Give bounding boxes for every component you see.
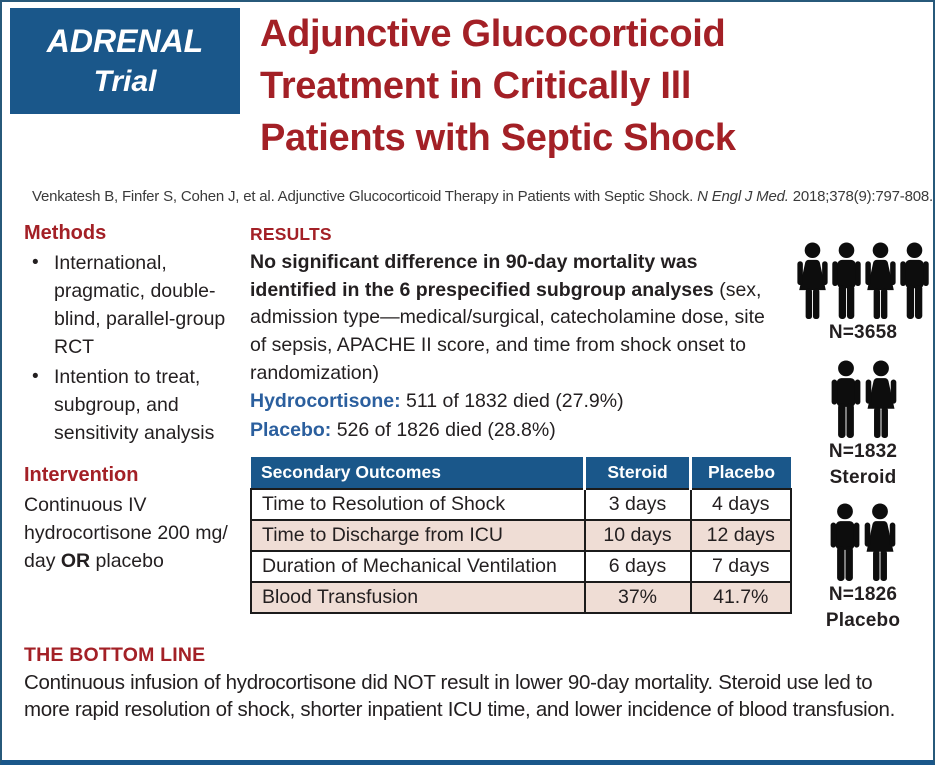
- placebo-group-icons: [828, 503, 897, 582]
- steroid-cell: 6 days: [583, 549, 692, 583]
- citation-authors: Venkatesh B, Finfer S, Cohen J, et al. A…: [32, 188, 698, 205]
- placebo-group: N=1826 Placebo: [826, 503, 900, 633]
- outcome-cell: Duration of Mechanical Ventilation: [250, 549, 586, 583]
- placebo-cell: 4 days: [689, 487, 792, 521]
- intervention-text: Continuous IV hydrocortisone 200 mg/ day…: [24, 491, 236, 575]
- title-line-2: Treatment in Critically Ill: [260, 65, 692, 108]
- results-heading: RESULTS: [250, 224, 332, 244]
- person-female-icon: [864, 242, 896, 319]
- hydrocortisone-value: 511 of 1832 died (27.9%): [400, 390, 624, 413]
- header-steroid: Steroid: [583, 456, 691, 489]
- steroid-cell: 10 days: [583, 518, 692, 552]
- steroid-n-label: N=1832: [828, 440, 898, 462]
- results-subgroup-detail: (sex, admission type—medical/surgical, c…: [250, 278, 765, 384]
- person-female-icon: [865, 360, 896, 438]
- placebo-n-label: N=1826: [828, 584, 898, 606]
- placebo-group-label: Placebo: [825, 610, 901, 632]
- placebo-value: 526 of 1826 died (28.8%): [331, 418, 556, 441]
- header-secondary-outcomes: Secondary Outcomes: [251, 456, 585, 489]
- steroid-group-label: Steroid: [829, 466, 897, 488]
- steroid-cell: 3 days: [583, 487, 692, 521]
- total-n-label: N=3658: [828, 322, 898, 343]
- header-placebo: Placebo: [689, 456, 791, 489]
- bottom-line-heading: THE BOTTOM LINE: [24, 644, 206, 666]
- intervention-heading: Intervention: [24, 463, 139, 486]
- placebo-result: Placebo: 526 of 1826 died (28.8%): [250, 416, 784, 444]
- hydrocortisone-label: Hydrocortisone:: [250, 390, 401, 413]
- placebo-cell: 7 days: [689, 549, 792, 583]
- bottom-line-text: Continuous infusion of hydrocortisone di…: [24, 671, 896, 721]
- placebo-label: Placebo:: [250, 418, 332, 441]
- table-row: Duration of Mechanical Ventilation 6 day…: [250, 549, 792, 583]
- secondary-outcomes-table: Secondary Outcomes Steroid Placebo Time …: [250, 456, 792, 614]
- trial-badge: ADRENAL Trial: [10, 8, 240, 114]
- steroid-group-icons: [829, 360, 898, 438]
- total-enrolled-group: N=3658: [796, 242, 931, 345]
- steroid-cell: 37%: [583, 580, 692, 614]
- methods-bullet-analysis: Intention to treat, subgroup, and sensit…: [24, 363, 236, 447]
- steroid-group: N=1832 Steroid: [829, 360, 898, 490]
- placebo-cell: 12 days: [689, 518, 792, 552]
- table-row: Time to Resolution of Shock 3 days 4 day…: [250, 487, 792, 521]
- intervention-or: OR: [60, 549, 91, 572]
- intervention-text-after: placebo: [90, 549, 164, 572]
- bottom-line-section: THE BOTTOM LINE Continuous infusion of h…: [24, 644, 922, 723]
- total-enrolled-icons: [796, 242, 931, 319]
- trial-badge-subtitle: Trial: [93, 65, 157, 99]
- citation: Venkatesh B, Finfer S, Cohen J, et al. A…: [32, 188, 933, 205]
- trial-badge-name: ADRENAL: [46, 22, 204, 59]
- methods-column: Methods International, pragmatic, double…: [24, 222, 236, 575]
- results-column: RESULTS No significant difference in 90-…: [250, 224, 792, 614]
- methods-list: International, pragmatic, double-blind, …: [24, 249, 236, 448]
- page-title: Adjunctive Glucocorticoid Treatment in C…: [260, 8, 736, 164]
- placebo-cell: 41.7%: [689, 580, 792, 614]
- person-male-icon: [831, 242, 861, 319]
- outcome-cell: Blood Transfusion: [250, 580, 586, 614]
- person-male-icon: [831, 360, 860, 438]
- hydrocortisone-result: Hydrocortisone: 511 of 1832 died (27.9%): [250, 387, 784, 415]
- title-line-1: Adjunctive Glucocorticoid: [260, 13, 726, 55]
- table-header-row: Secondary Outcomes Steroid Placebo: [251, 456, 791, 489]
- results-key-finding-bold: No significant difference in 90-day mort…: [250, 251, 720, 301]
- outcome-cell: Time to Resolution of Shock: [250, 487, 586, 521]
- person-female-icon: [796, 242, 828, 319]
- title-line-3: Patients with Septic Shock: [260, 117, 736, 160]
- person-male-icon: [831, 503, 860, 582]
- methods-heading: Methods: [24, 222, 107, 244]
- intervention-text-before: Continuous IV hydrocortisone 200 mg/ day: [24, 493, 228, 572]
- citation-journal: N Engl J Med.: [697, 188, 789, 205]
- methods-bullet-design: International, pragmatic, double-blind, …: [24, 249, 236, 361]
- table-row: Time to Discharge from ICU 10 days 12 da…: [250, 518, 792, 552]
- results-key-finding: No significant difference in 90-day mort…: [250, 249, 784, 387]
- outcome-cell: Time to Discharge from ICU: [250, 518, 586, 552]
- citation-pages: 2018;378(9):797-808.: [788, 188, 933, 205]
- person-male-icon: [899, 242, 929, 319]
- population-panel: N=3658 N=1832 Steroid N=1826 Placebo: [793, 242, 933, 633]
- table-row: Blood Transfusion 37% 41.7%: [250, 580, 792, 614]
- person-female-icon: [865, 503, 896, 582]
